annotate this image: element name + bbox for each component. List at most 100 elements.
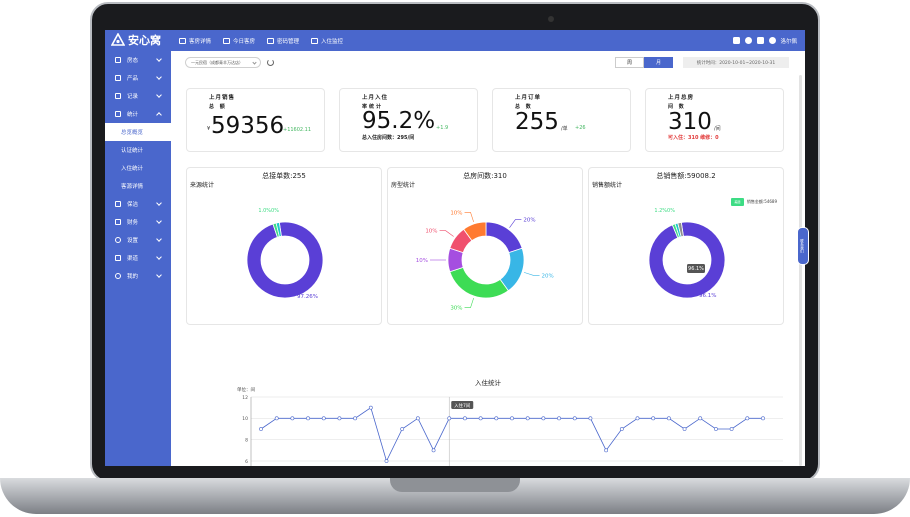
data-point[interactable]	[714, 427, 718, 431]
line-tooltip-text: 入住7间	[454, 402, 471, 409]
data-point[interactable]	[337, 416, 342, 421]
data-point[interactable]	[572, 416, 577, 421]
donut-slice[interactable]	[246, 221, 324, 299]
lock-icon	[267, 37, 275, 44]
data-point[interactable]	[463, 416, 467, 421]
chevron-down-icon	[156, 254, 162, 260]
y-tick-label: 12	[242, 395, 248, 401]
store-select[interactable]: 一元民宿（成都青羊万达店）	[185, 57, 261, 68]
chevron-down-icon	[156, 92, 162, 98]
slice-label: 10%	[416, 258, 428, 264]
document-icon	[115, 93, 121, 99]
data-point[interactable]	[447, 416, 452, 421]
data-point[interactable]	[588, 416, 593, 421]
month-button[interactable]: 月	[644, 57, 673, 68]
nav-today-rooms[interactable]: 今日客房	[223, 37, 255, 45]
user-icon[interactable]	[769, 37, 777, 44]
sidebar-item-statistics[interactable]: 统计	[105, 105, 171, 123]
data-point[interactable]	[525, 416, 530, 421]
data-point[interactable]	[729, 427, 734, 431]
donut-slice[interactable]	[648, 221, 726, 299]
data-point[interactable]	[431, 448, 436, 453]
currency-symbol: ¥	[207, 126, 211, 132]
data-point[interactable]	[306, 416, 310, 421]
data-point[interactable]	[384, 459, 389, 463]
chevron-down-icon	[156, 218, 162, 224]
slice-leader-line	[290, 293, 296, 297]
help-icon[interactable]	[745, 37, 753, 44]
data-point[interactable]	[604, 448, 609, 453]
chevron-down-icon	[156, 74, 162, 80]
data-point[interactable]	[259, 427, 263, 431]
chart-legend[interactable]: 美团 销售金额:54689	[730, 198, 777, 206]
sales-donut-chart: 96.1% 1.2%0% 96.1%	[648, 208, 726, 299]
donut-slice[interactable]	[677, 221, 684, 238]
data-point[interactable]	[557, 416, 561, 421]
period-display: 统计时间：2020-10-01~2020-10-31	[683, 57, 789, 68]
data-point[interactable]	[290, 416, 295, 421]
sidebar-subitem-checkin-stats[interactable]: 入住统计	[121, 166, 144, 172]
message-icon[interactable]	[757, 37, 765, 44]
data-point[interactable]	[541, 416, 546, 421]
sidebar-item-cleaning[interactable]: 保洁	[105, 195, 171, 213]
card-unit: /间	[714, 126, 721, 132]
chevron-down-icon	[156, 56, 162, 62]
contact-side-tab[interactable]: 联系我们	[797, 227, 809, 265]
laptop-notch	[390, 478, 520, 492]
data-point[interactable]	[353, 416, 358, 421]
sidebar-item-channels[interactable]: 渠道	[105, 249, 171, 267]
app-logo[interactable]: 安心窝	[111, 32, 161, 48]
sidebar-subitem-overview[interactable]: 总览概览	[105, 123, 171, 141]
data-point[interactable]	[478, 416, 483, 421]
camera-dot	[548, 16, 554, 22]
card-value: 255	[515, 109, 559, 135]
series-line	[260, 407, 763, 463]
legend-swatch: 美团	[730, 198, 744, 206]
sidebar-item-mine[interactable]: 我的	[105, 267, 171, 285]
data-point[interactable]	[745, 416, 750, 421]
donut-slice[interactable]	[485, 221, 523, 254]
data-point[interactable]	[698, 416, 703, 421]
data-point[interactable]	[761, 416, 765, 421]
sidebar-item-finance[interactable]: 财务	[105, 213, 171, 231]
data-point[interactable]	[368, 405, 373, 410]
sidebar-item-label: 我的	[127, 274, 139, 280]
data-point[interactable]	[321, 416, 326, 421]
slice-label: 10%	[450, 210, 462, 216]
nav-password[interactable]: 密码管理	[267, 37, 299, 45]
refresh-icon[interactable]	[267, 59, 274, 66]
nav-room-detail[interactable]: 客房详情	[179, 37, 211, 45]
sidebar-subitem-guest-detail[interactable]: 客源详情	[121, 184, 144, 190]
data-point[interactable]	[666, 416, 671, 421]
calendar-icon[interactable]	[733, 37, 741, 44]
data-point[interactable]	[400, 427, 405, 431]
data-point[interactable]	[635, 416, 640, 421]
sidebar-item-settings[interactable]: 设置	[105, 231, 171, 249]
top-nav: 客房详情 今日客房 密码管理 入住监控	[179, 30, 355, 51]
user-name[interactable]: 洛尔佩	[780, 38, 797, 45]
donut-slice[interactable]	[463, 221, 487, 242]
data-point[interactable]	[619, 427, 624, 431]
kpi-card-occupancy: 上月入住 率统计 95.2% +1.9 总入住房间数：295/间	[339, 88, 478, 152]
data-point[interactable]	[415, 416, 420, 421]
kpi-card-orders: 上月订单 总 数 255 /单 +26	[492, 88, 631, 152]
card-subtitle: 间 数	[668, 104, 686, 110]
sidebar-subitem-auth-stats[interactable]: 认证统计	[121, 148, 144, 154]
data-point[interactable]	[494, 416, 499, 421]
data-point[interactable]	[274, 416, 279, 421]
chevron-down-icon	[156, 200, 162, 206]
donut-slice[interactable]	[275, 221, 282, 238]
donut-slice[interactable]	[449, 266, 509, 299]
sidebar-item-records[interactable]: 记录	[105, 87, 171, 105]
vertical-scrollbar[interactable]	[799, 75, 802, 466]
sidebar-item-products[interactable]: 产品	[105, 69, 171, 87]
sidebar-item-room-status[interactable]: 房态	[105, 51, 171, 69]
line-tooltip-box	[451, 401, 474, 409]
data-point[interactable]	[510, 416, 514, 421]
week-button[interactable]: 周	[615, 57, 644, 68]
data-point[interactable]	[651, 416, 656, 421]
checkin-line-chart: 6 8 10 12 入住7间	[242, 395, 783, 466]
nav-checkin-monitor[interactable]: 入住监控	[311, 37, 343, 45]
data-point[interactable]	[682, 427, 687, 431]
